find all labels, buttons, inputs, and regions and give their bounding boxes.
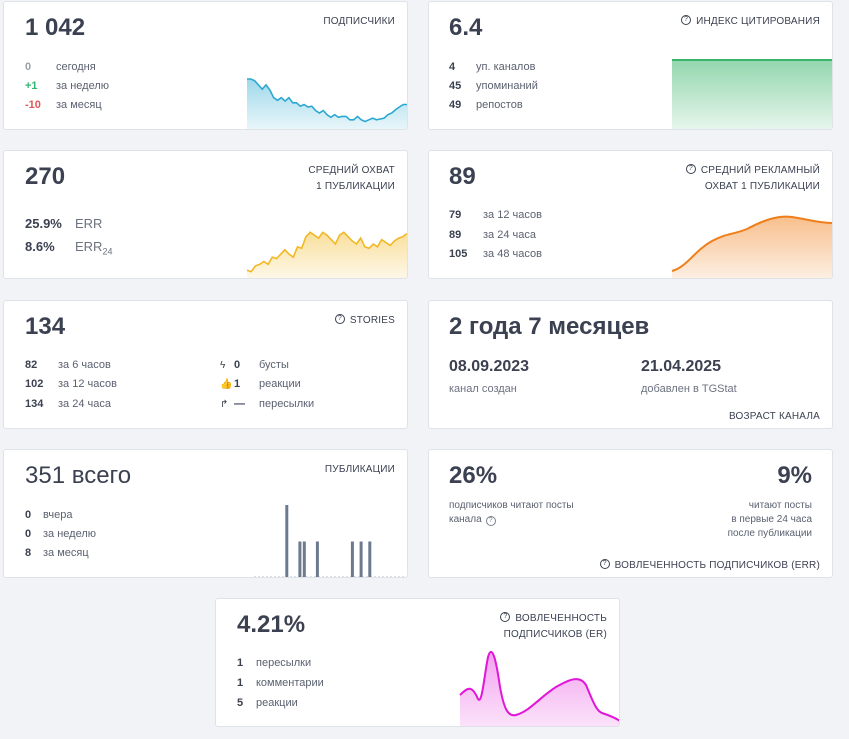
er-line <box>459 650 619 722</box>
stat-row: 1 комментарии <box>237 677 324 689</box>
engagement-err-card[interactable]: 26% подписчиков читают посты канала? 9% ч… <box>428 449 833 578</box>
stat-row: 105 за 48 часов <box>449 248 542 260</box>
added-date: 21.04.2025 <box>641 358 722 375</box>
publication-bar[interactable] <box>350 541 354 579</box>
citation-area <box>672 60 832 129</box>
citation-index-value: 6.4 <box>449 14 483 41</box>
stat-row: 0 вчера <box>25 509 73 521</box>
publication-bar[interactable] <box>359 541 363 579</box>
ad-reach-area <box>672 216 832 278</box>
forward-arrow-icon: ↱ <box>220 399 229 410</box>
stat-row: ↱ — пересылки <box>220 398 315 410</box>
publications-chart[interactable] <box>254 500 407 578</box>
er-chart[interactable] <box>459 647 620 727</box>
added-label: добавлен в TGStat <box>641 383 737 395</box>
card-title: ВОЗРАСТ КАНАЛА <box>728 411 820 422</box>
ad-reach-value: 89 <box>449 163 476 190</box>
stat-row: 4 уп. каналов <box>449 61 536 73</box>
err-readers-value: 26% <box>449 462 498 489</box>
chart-area <box>247 232 407 278</box>
engagement-er-card[interactable]: 4.21% ? ВОВЛЕЧЕННОСТЬ ПОДПИСЧИКОВ (ER) 1 пе… <box>215 598 620 727</box>
question-icon[interactable]: ? <box>681 15 692 26</box>
stories-value: 134 <box>25 313 66 340</box>
stat-row: +1 за неделю <box>25 80 110 92</box>
err24-row: 8.6% ERR24 <box>25 239 113 257</box>
lightning-icon: ϟ <box>220 360 226 371</box>
publication-bar[interactable] <box>368 541 372 579</box>
card-title: ? ВОВЛЕЧЕННОСТЬ ПОДПИСЧИКОВ (ER) <box>500 611 607 643</box>
stat-row: 82 за 6 часов <box>25 359 111 371</box>
card-title: ПОДПИСЧИКИ <box>323 16 395 27</box>
publications-value: 351 всего <box>25 462 132 489</box>
stat-row: 👍 1 реакции <box>220 378 301 390</box>
subscribers-card[interactable]: 1 042 ПОДПИСЧИКИ 0 сегодня +1 за неделю -1… <box>3 1 408 130</box>
stat-row: 49 репостов <box>449 99 523 111</box>
channel-age-card[interactable]: 2 года 7 месяцев 08.09.2023 канал создан… <box>428 300 833 429</box>
stat-row: 8 за месяц <box>25 547 89 559</box>
chart-area <box>247 79 407 129</box>
subscribers-chart[interactable] <box>247 45 407 130</box>
question-icon[interactable]: ? <box>485 516 496 526</box>
publication-bar[interactable] <box>315 541 319 579</box>
stat-row: 89 за 24 часа <box>449 229 536 241</box>
err-row: 25.9% ERR <box>25 216 103 231</box>
card-title: ? ИНДЕКС ЦИТИРОВАНИЯ <box>681 14 820 30</box>
chart-line <box>246 231 407 273</box>
stat-row: 0 сегодня <box>25 61 96 73</box>
ad-reach-line <box>671 215 832 272</box>
card-title: ? STORIES <box>334 313 395 329</box>
chart-line <box>247 78 407 123</box>
err-readers-label: подписчиков читают посты канала? <box>449 500 574 526</box>
channel-age-value: 2 года 7 месяцев <box>449 313 650 340</box>
card-title: ? ВОВЛЕЧЕННОСТЬ ПОДПИСЧИКОВ (ERR) <box>599 558 820 574</box>
card-title: ПУБЛИКАЦИИ <box>324 464 395 475</box>
average-reach-card[interactable]: 270 СРЕДНИЙ ОХВАТ 1 ПУБЛИКАЦИИ 25.9% ERR 8… <box>3 150 408 279</box>
stat-row: 45 упоминаний <box>449 80 538 92</box>
card-title: СРЕДНИЙ ОХВАТ 1 ПУБЛИКАЦИИ <box>308 165 395 192</box>
ad-reach-chart[interactable] <box>671 211 832 279</box>
question-icon[interactable]: ? <box>685 164 696 175</box>
card-title: ? СРЕДНИЙ РЕКЛАМНЫЙ ОХВАТ 1 ПУБЛИКАЦИИ <box>685 163 820 195</box>
publication-bar[interactable] <box>302 541 306 579</box>
created-label: канал создан <box>449 383 517 395</box>
stat-row: 79 за 12 часов <box>449 209 542 221</box>
stat-row: -10 за месяц <box>25 99 102 111</box>
created-date: 08.09.2023 <box>449 358 530 375</box>
er-area <box>460 651 619 726</box>
question-icon[interactable]: ? <box>599 559 610 570</box>
citation-chart[interactable] <box>672 58 832 130</box>
subscribers-count: 1 042 <box>25 14 86 41</box>
publication-bar[interactable] <box>298 541 302 579</box>
stat-row: 5 реакции <box>237 697 298 709</box>
err24-value: 9% <box>777 462 812 489</box>
reach-chart[interactable] <box>246 206 407 279</box>
stat-row: 134 за 24 часа <box>25 398 111 410</box>
average-reach-value: 270 <box>25 163 66 190</box>
er-value: 4.21% <box>237 611 306 638</box>
stat-row: 0 за неделю <box>25 528 97 540</box>
stat-row: ϟ 0 бусты <box>220 359 289 371</box>
ad-reach-card[interactable]: 89 ? СРЕДНИЙ РЕКЛАМНЫЙ ОХВАТ 1 ПУБЛИКАЦИИ … <box>428 150 833 279</box>
question-icon[interactable]: ? <box>500 612 511 623</box>
thumbs-up-icon: 👍 <box>220 379 233 390</box>
question-icon[interactable]: ? <box>334 314 345 325</box>
stat-row: 102 за 12 часов <box>25 378 117 390</box>
stories-card[interactable]: 134 ? STORIES 82 за 6 часов 102 за 12 часов… <box>3 300 408 429</box>
stat-row: 1 пересылки <box>237 657 312 669</box>
citation-index-card[interactable]: 6.4 ? ИНДЕКС ЦИТИРОВАНИЯ 4 уп. каналов 45 у… <box>428 1 833 130</box>
publication-bar[interactable] <box>285 505 289 578</box>
err24-label: читают посты в первые 24 часа после публик… <box>727 500 812 539</box>
publications-card[interactable]: 351 всего ПУБЛИКАЦИИ 0 вчера 0 за неделю 8… <box>3 449 408 578</box>
